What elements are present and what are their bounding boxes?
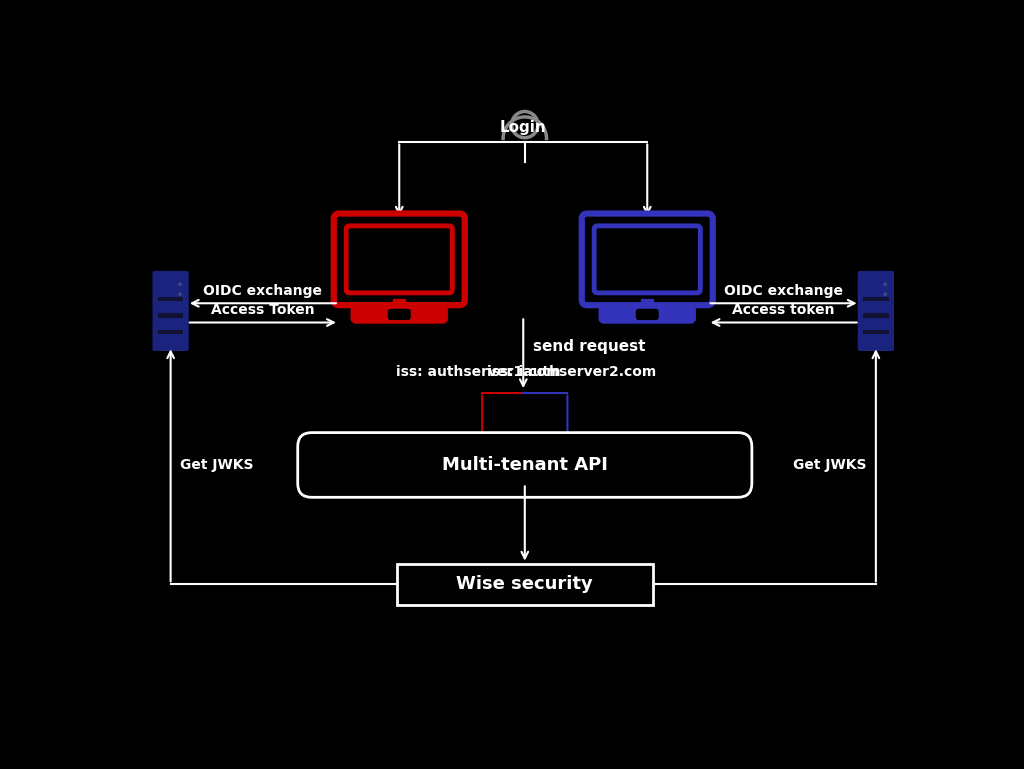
Text: Get JWKS: Get JWKS <box>793 458 866 472</box>
FancyBboxPatch shape <box>863 314 889 318</box>
FancyBboxPatch shape <box>158 297 183 301</box>
Circle shape <box>178 282 182 286</box>
FancyBboxPatch shape <box>863 297 889 301</box>
Text: iss: authserver1.com: iss: authserver1.com <box>396 365 560 378</box>
FancyBboxPatch shape <box>158 330 183 335</box>
FancyBboxPatch shape <box>353 308 444 321</box>
FancyBboxPatch shape <box>397 564 652 605</box>
Circle shape <box>178 292 182 296</box>
FancyBboxPatch shape <box>637 310 657 318</box>
Text: iss: iauthserver2.com: iss: iauthserver2.com <box>486 365 656 378</box>
FancyBboxPatch shape <box>334 214 465 305</box>
FancyBboxPatch shape <box>346 226 453 293</box>
Polygon shape <box>641 299 653 311</box>
FancyBboxPatch shape <box>594 226 700 293</box>
FancyBboxPatch shape <box>582 214 713 305</box>
FancyBboxPatch shape <box>153 271 188 351</box>
Text: Multi-tenant API: Multi-tenant API <box>442 456 607 474</box>
Text: OIDC exchange: OIDC exchange <box>204 284 323 298</box>
FancyBboxPatch shape <box>863 330 889 335</box>
Polygon shape <box>393 299 406 311</box>
Text: Access token: Access token <box>732 303 835 317</box>
Text: Wise security: Wise security <box>457 575 593 594</box>
Circle shape <box>884 292 887 296</box>
FancyBboxPatch shape <box>298 433 752 498</box>
FancyBboxPatch shape <box>158 314 183 318</box>
FancyBboxPatch shape <box>858 271 894 351</box>
Text: OIDC exchange: OIDC exchange <box>724 284 843 298</box>
Circle shape <box>884 282 887 286</box>
Text: Get JWKS: Get JWKS <box>180 458 253 472</box>
FancyBboxPatch shape <box>389 310 410 318</box>
FancyBboxPatch shape <box>602 308 693 321</box>
Text: Access Token: Access Token <box>211 303 314 317</box>
Text: Login: Login <box>500 121 547 135</box>
Text: send request: send request <box>532 339 645 355</box>
